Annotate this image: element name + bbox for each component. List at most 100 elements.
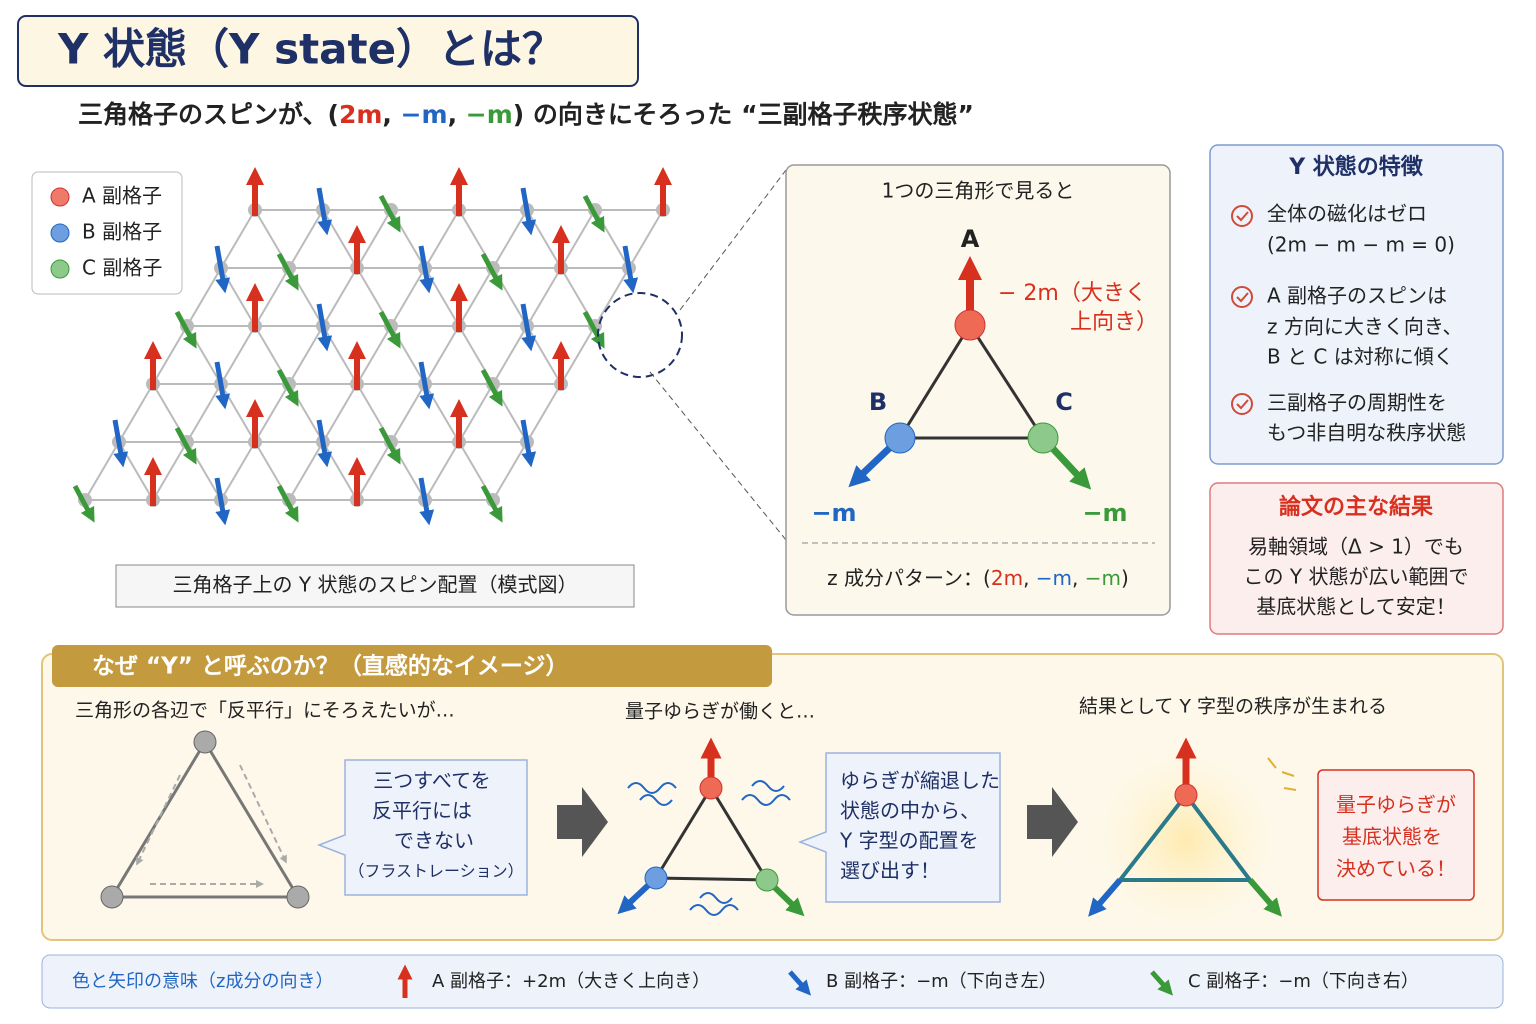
bond — [186, 383, 222, 443]
title: Y 状態（Y state）とは？ — [57, 25, 564, 74]
footer-arrow — [788, 970, 811, 996]
bond — [492, 325, 528, 385]
bond — [458, 383, 494, 443]
pattern: z 成分パターン：(2m, −m, −m) — [827, 566, 1129, 590]
subtitle-text: ) の向きにそろった “三副格子秩序状態” — [513, 100, 974, 129]
step-arrow — [1027, 787, 1078, 857]
lattice — [72, 167, 672, 526]
footer-item: C 副格子：−m（下向き右） — [1188, 971, 1419, 992]
step-title: 三角形の各辺で「反平行」にそろえたいが… — [75, 700, 455, 722]
bond — [288, 209, 324, 269]
bond — [186, 325, 222, 385]
pattern-text: ) — [1121, 566, 1129, 590]
footer-item: B 副格子：−m（下向き左） — [826, 971, 1057, 992]
bond — [424, 325, 460, 385]
pattern-text: z 成分パターン：( — [827, 566, 991, 590]
legend-dot — [50, 223, 70, 243]
bubble-line: 反平行には — [372, 799, 472, 823]
bond — [356, 209, 392, 269]
bond — [424, 209, 460, 269]
legend-box — [31, 171, 183, 295]
spin-arrow — [520, 419, 537, 468]
bond — [458, 267, 494, 327]
check-icons — [1231, 205, 1253, 415]
bubble-line: 決めている！ — [1336, 857, 1456, 881]
bond — [254, 267, 290, 327]
feature-line: (2m − m − m = 0) — [1267, 233, 1455, 257]
features-title: Y 状態の特徴 — [1288, 154, 1424, 180]
bond — [322, 267, 358, 327]
spin-arrow — [276, 252, 299, 291]
spin-arrow — [378, 310, 401, 349]
subtitle-b: −m — [401, 100, 448, 129]
spin-arrow — [276, 484, 299, 523]
fluctuating-triangle — [617, 737, 805, 917]
spin-arrow — [316, 303, 333, 352]
spin-arrow — [418, 245, 435, 294]
a-note: 上向き） — [1070, 310, 1158, 335]
bond — [356, 441, 392, 501]
bond — [220, 383, 256, 443]
bond — [390, 441, 426, 501]
bond — [288, 325, 324, 385]
site-b — [884, 422, 916, 454]
feature-line: 全体の磁化はゼロ — [1267, 202, 1427, 226]
legend-label: B 副格子 — [82, 220, 162, 244]
step-title: 結果として Y 字型の秩序が生まれる — [1079, 696, 1387, 718]
bond — [84, 441, 120, 501]
subtitle-a: 2m — [339, 100, 382, 129]
bubble — [316, 759, 528, 896]
bubble-line: 基底状態を — [1342, 825, 1442, 849]
bond — [424, 267, 460, 327]
bond — [220, 209, 256, 269]
bond — [118, 383, 154, 443]
spin-arrow — [276, 368, 299, 407]
step-arrow — [557, 787, 608, 857]
bond — [492, 383, 528, 443]
bond — [118, 441, 154, 501]
spin-arrow — [418, 477, 435, 526]
bond — [220, 441, 256, 501]
feature-line: z 方向に大きく向き、 — [1267, 315, 1462, 339]
b-value: −m — [811, 499, 856, 527]
bond — [560, 325, 596, 385]
spin-arrow — [622, 245, 639, 294]
zoom-line — [649, 371, 787, 541]
spin-arrow — [520, 187, 537, 236]
subtitle-sep: , — [382, 100, 400, 129]
bond — [526, 209, 562, 269]
feature-line: もつ非自明な秩序状態 — [1267, 421, 1466, 445]
label-b: B — [869, 388, 887, 416]
spin-arrow — [378, 194, 401, 233]
spin-arrow — [214, 361, 231, 410]
bond — [492, 267, 528, 327]
spin-arrow — [378, 426, 401, 465]
zoom-circle — [597, 292, 683, 378]
site-c — [1027, 422, 1059, 454]
feature-line: B と C は対称に傾く — [1267, 345, 1454, 369]
spin-arrow — [520, 303, 537, 352]
why-title: なぜ “Y” と呼ぶのか？（直感的なイメージ） — [92, 653, 568, 680]
spin-arrow — [174, 426, 197, 465]
bond — [186, 441, 222, 501]
c-value: −m — [1082, 499, 1127, 527]
pattern-c: −m — [1085, 566, 1121, 590]
pattern-b: −m — [1036, 566, 1072, 590]
frustrated-triangle — [100, 730, 310, 909]
spin-arrow — [112, 419, 129, 468]
bond — [322, 325, 358, 385]
bond — [322, 209, 358, 269]
why-header — [52, 645, 772, 687]
bubble-line: 選び出す！ — [840, 859, 940, 883]
legend-dot — [50, 259, 70, 279]
bond — [288, 267, 324, 327]
triangle-panel — [785, 164, 1171, 616]
bubble-line: できない — [394, 829, 474, 853]
bubble-line: 三つすべてを — [373, 769, 490, 793]
pattern-sep: , — [1023, 566, 1036, 590]
title-box — [17, 15, 639, 87]
result-box — [1209, 482, 1504, 635]
bond — [390, 209, 426, 269]
a-note: − 2m（大きく — [998, 281, 1147, 306]
bond — [390, 267, 426, 327]
